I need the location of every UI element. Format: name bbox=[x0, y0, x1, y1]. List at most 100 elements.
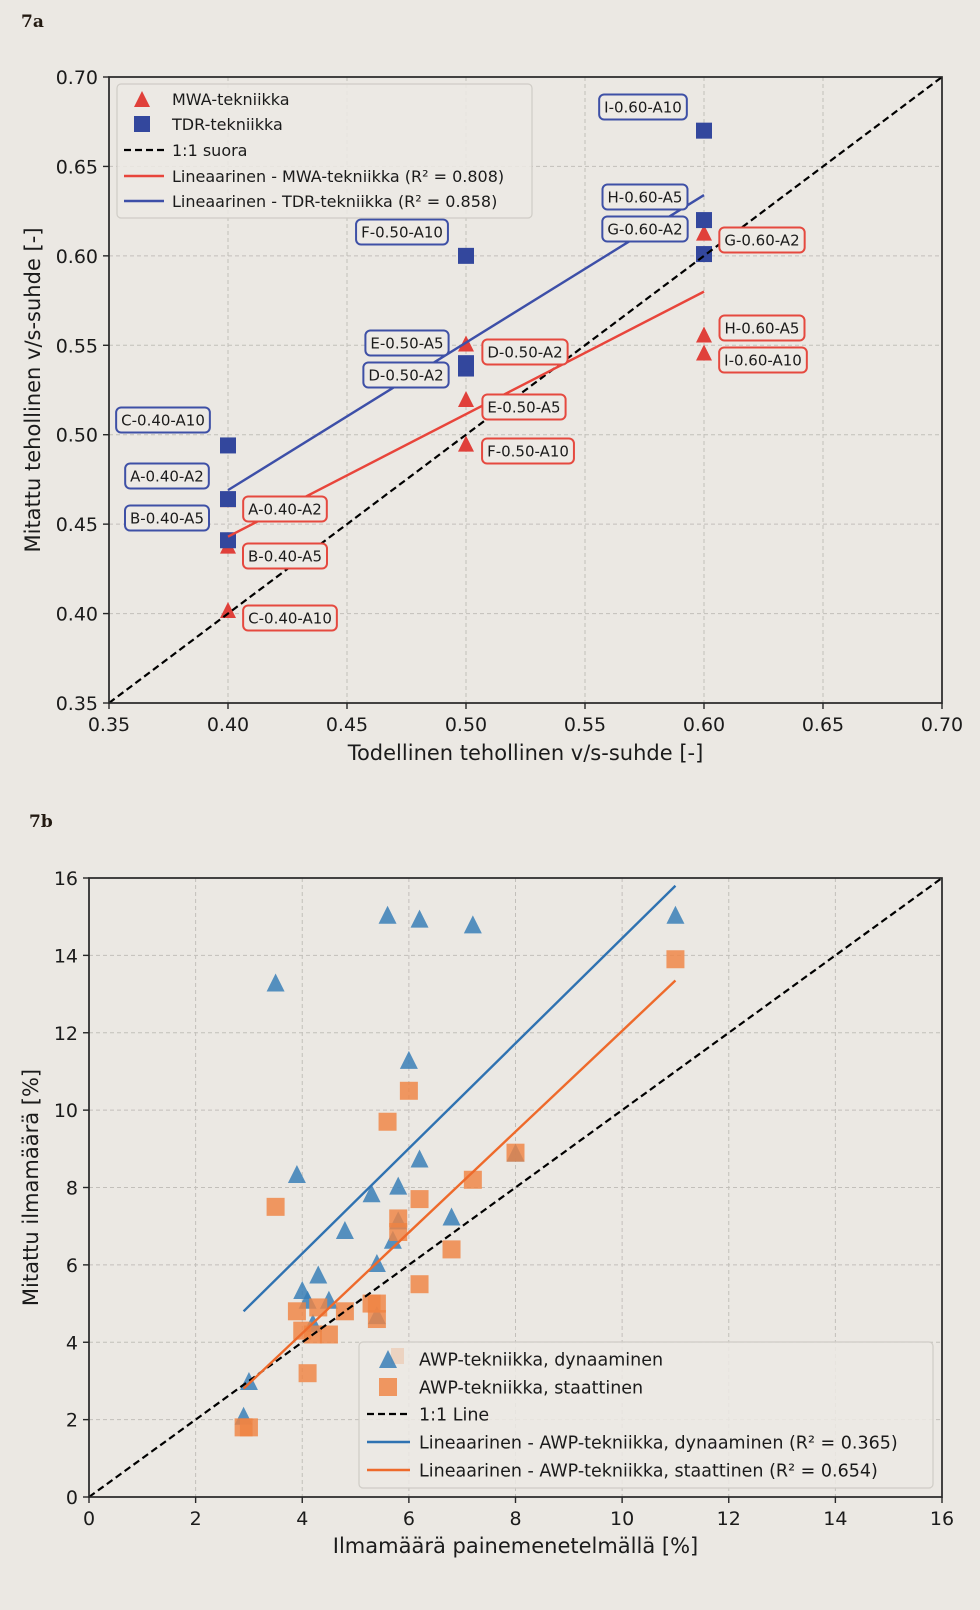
annotation-label: C-0.40-A10 bbox=[121, 411, 205, 429]
legend: AWP-tekniikka, dynaaminen AWP-tekniikka, … bbox=[358, 1341, 934, 1489]
annotation-box bbox=[601, 183, 689, 211]
x-tick-label: 10 bbox=[610, 1508, 634, 1530]
x-tick-label: 4 bbox=[296, 1508, 308, 1530]
awp-tekniikka-staattinen-point bbox=[266, 1197, 285, 1216]
point-annotation: F-0.50-A10 bbox=[355, 218, 449, 246]
awp-tekniikka-staattinen-point bbox=[335, 1302, 354, 1321]
awp-tekniikka-dynaaminen-point bbox=[287, 1164, 306, 1183]
x-tick-label: 0.60 bbox=[683, 714, 725, 736]
legend-label: Lineaarinen - AWP-tekniikka, staattinen … bbox=[419, 1461, 878, 1481]
legend-label: Lineaarinen - AWP-tekniikka, dynaaminen … bbox=[419, 1433, 898, 1453]
point-annotation: I-0.60-A10 bbox=[598, 93, 688, 121]
y-axis-title: Mitattu ilmamäärä [%] bbox=[19, 1069, 43, 1306]
mwa-tekniikka-point bbox=[696, 224, 712, 241]
annotation-box bbox=[242, 604, 338, 632]
x-tick-label: 0.50 bbox=[445, 714, 487, 736]
legend-label: AWP-tekniikka, staattinen bbox=[419, 1378, 643, 1398]
annotation-box bbox=[242, 542, 328, 570]
annotation-label: F-0.50-A10 bbox=[361, 223, 443, 241]
x-tick-label: 2 bbox=[190, 1508, 202, 1530]
awp-tekniikka-dynaaminen-point bbox=[362, 1184, 381, 1203]
chart-7b: 7b 0 2 4 6 8 10 12 14 16 0 2 4 6 8 10 12 14 16 Ilmamäärä pa… bbox=[19, 812, 954, 1558]
annotation-label: I-0.60-A10 bbox=[724, 351, 802, 369]
y-tick-label: 0.40 bbox=[56, 604, 98, 626]
y-tick-label: 6 bbox=[66, 1255, 78, 1277]
point-annotation: C-0.40-A10 bbox=[242, 604, 338, 632]
awp-tekniikka-staattinen-point bbox=[378, 1112, 397, 1131]
awp-tekniikka-dynaaminen-point bbox=[399, 1050, 418, 1069]
y-tick-label: 0.70 bbox=[56, 67, 98, 89]
awp-tekniikka-dynaaminen-point bbox=[410, 1149, 429, 1168]
annotation-label: E-0.50-A5 bbox=[487, 398, 560, 416]
x-tick-label: 0 bbox=[83, 1508, 95, 1530]
chart-7a: 7a 0.35 0.40 0.45 0.50 0.55 0.60 0.65 0.70 0.35 0.… bbox=[21, 12, 963, 765]
tdr-tekniikka-point bbox=[696, 212, 712, 229]
point-annotation: E-0.50-A5 bbox=[481, 393, 567, 421]
y-tick-label: 2 bbox=[66, 1410, 78, 1432]
awp-tekniikka-dynaaminen-point bbox=[442, 1207, 461, 1226]
legend-square-icon bbox=[379, 1378, 397, 1396]
tdr-tekniikka-point bbox=[220, 491, 236, 508]
awp-tekniikka-dynaaminen-point bbox=[335, 1221, 354, 1240]
y-tick-label: 0.55 bbox=[56, 335, 98, 357]
y-axis-title: Mitattu tehollinen v/s-suhde [-] bbox=[21, 227, 45, 552]
mwa-tekniikka-point bbox=[696, 344, 712, 361]
x-axis-title: Ilmamäärä painemenetelmällä [%] bbox=[333, 1534, 698, 1558]
annotation-label: I-0.60-A10 bbox=[604, 98, 682, 116]
mwa-tekniikka-point bbox=[220, 601, 236, 618]
point-annotation: E-0.50-A5 bbox=[364, 329, 450, 357]
awp-tekniikka-staattinen-point bbox=[410, 1275, 429, 1294]
annotation-box bbox=[115, 406, 211, 434]
awp-tekniikka-staattinen-point bbox=[410, 1190, 429, 1209]
legend-label: Lineaarinen - MWA-tekniikka (R² = 0.808) bbox=[172, 167, 504, 186]
awp-tekniikka-staattinen-point bbox=[367, 1294, 386, 1313]
awp-tekniikka-dynaaminen-point bbox=[389, 1176, 408, 1195]
annotation-box bbox=[718, 226, 806, 254]
annotation-box bbox=[598, 93, 688, 121]
tdr-tekniikka-point bbox=[696, 122, 712, 139]
point-annotation: D-0.50-A2 bbox=[481, 338, 569, 366]
annotation-label: B-0.40-A5 bbox=[248, 547, 322, 565]
axes-frame bbox=[88, 877, 943, 1498]
annotation-label: G-0.60-A2 bbox=[607, 220, 682, 238]
awp-tekniikka-staattinen-point bbox=[506, 1143, 525, 1162]
y-tick-label: 16 bbox=[54, 868, 78, 890]
panel-label: 7b bbox=[29, 812, 53, 832]
legend-label: TDR-tekniikka bbox=[171, 115, 283, 134]
legend-triangle-icon bbox=[379, 1350, 397, 1368]
x-tick-label: 16 bbox=[930, 1508, 954, 1530]
awp-tekniikka-dynaaminen-point bbox=[410, 909, 429, 928]
annotation-box bbox=[601, 215, 689, 243]
point-annotation: C-0.40-A10 bbox=[115, 406, 211, 434]
annotation-label: F-0.50-A10 bbox=[487, 442, 569, 460]
point-annotation: D-0.50-A2 bbox=[362, 361, 450, 389]
annotation-label: H-0.60-A5 bbox=[608, 188, 683, 206]
annotation-label: D-0.50-A2 bbox=[487, 343, 562, 361]
annotation-box bbox=[364, 329, 450, 357]
annotation-box bbox=[718, 346, 808, 374]
point-annotation: H-0.60-A5 bbox=[601, 183, 689, 211]
awp-tekniikka-dynaaminen-point bbox=[463, 915, 482, 934]
mwa-tekniikka-point bbox=[696, 326, 712, 343]
point-annotation: B-0.40-A5 bbox=[124, 504, 210, 532]
awp-tekniikka-dynaaminen-point bbox=[309, 1265, 328, 1284]
x-tick-label: 0.55 bbox=[564, 714, 606, 736]
annotation-box bbox=[124, 504, 210, 532]
point-annotation: B-0.40-A5 bbox=[242, 542, 328, 570]
y-tick-label: 0.50 bbox=[56, 425, 98, 447]
annotation-label: C-0.40-A10 bbox=[248, 609, 332, 627]
legend-box bbox=[116, 83, 533, 219]
point-annotation: I-0.60-A10 bbox=[718, 346, 808, 374]
annotation-label: B-0.40-A5 bbox=[130, 509, 204, 527]
fit-line-lineaarinen-awp-tekniikka-dynaaminen bbox=[242, 884, 677, 1313]
point-annotation: A-0.40-A2 bbox=[242, 495, 328, 523]
y-tick-label: 12 bbox=[54, 1023, 78, 1045]
legend-label: MWA-tekniikka bbox=[172, 90, 290, 109]
legend-entry: Lineaarinen - AWP-tekniikka, dynaaminen … bbox=[367, 1433, 898, 1453]
awp-tekniikka-staattinen-point bbox=[309, 1298, 328, 1317]
legend-entry: AWP-tekniikka, staattinen bbox=[379, 1378, 643, 1398]
y-tick-label: 10 bbox=[54, 1100, 78, 1122]
awp-tekniikka-staattinen-point bbox=[442, 1240, 461, 1259]
y-tick-label: 0.45 bbox=[56, 514, 98, 536]
annotation-box bbox=[481, 338, 569, 366]
